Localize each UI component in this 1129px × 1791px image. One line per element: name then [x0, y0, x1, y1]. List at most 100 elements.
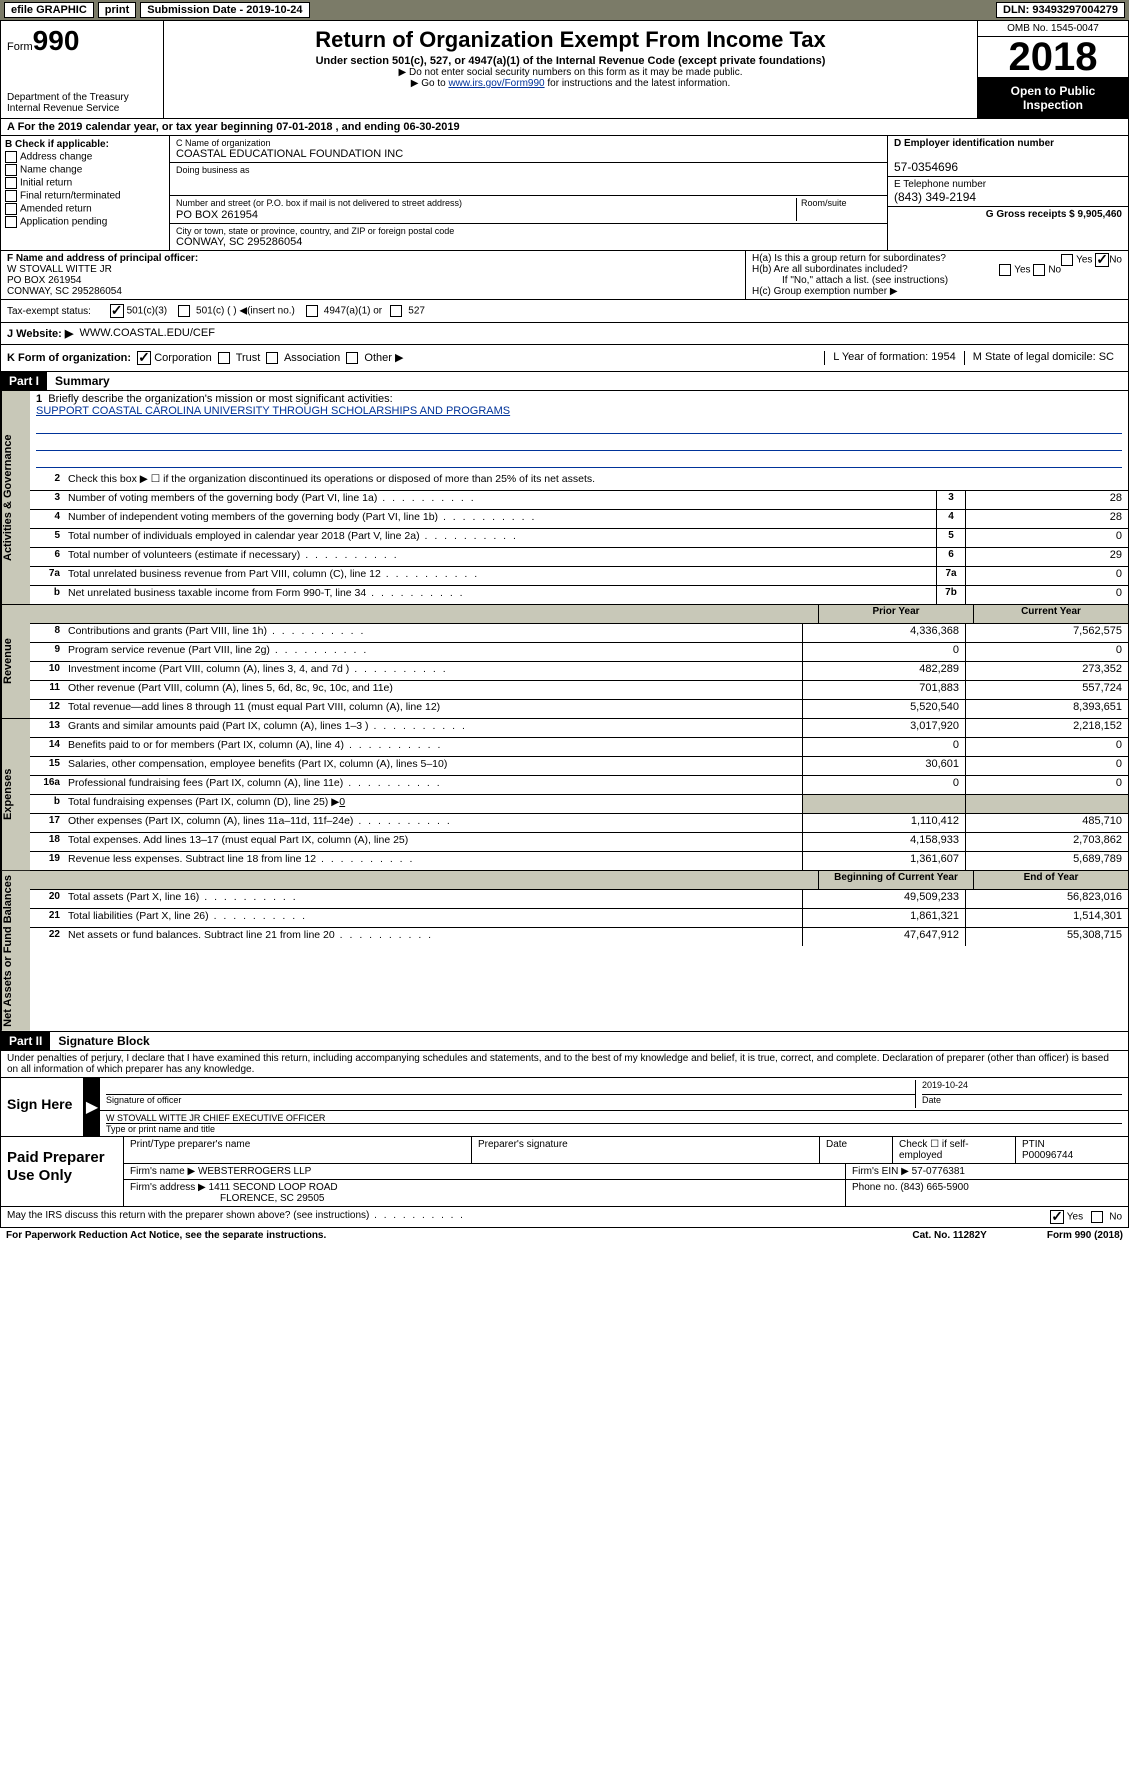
print-button[interactable]: print: [98, 2, 136, 18]
chk-527[interactable]: [390, 305, 402, 317]
officer-city: CONWAY, SC 295286054: [7, 286, 122, 297]
section-bcd: B Check if applicable: Address change Na…: [0, 136, 1129, 251]
chk-other[interactable]: [346, 352, 358, 364]
l15: Salaries, other compensation, employee b…: [64, 757, 802, 775]
net-assets-section: Net Assets or Fund Balances Beginning of…: [0, 871, 1129, 1032]
footer-mid: Cat. No. 11282Y: [912, 1230, 986, 1241]
l19: Revenue less expenses. Subtract line 18 …: [64, 852, 802, 870]
chk-4947[interactable]: [306, 305, 318, 317]
addr-value: PO BOX 261954: [176, 209, 258, 221]
chk-501c[interactable]: [178, 305, 190, 317]
paid-preparer-section: Paid Preparer Use Only Print/Type prepar…: [0, 1137, 1129, 1207]
chk-501c3[interactable]: [110, 304, 124, 318]
chk-initial[interactable]: Initial return: [5, 177, 165, 189]
l22: Net assets or fund balances. Subtract li…: [64, 928, 802, 946]
chk-assoc[interactable]: [266, 352, 278, 364]
c15: 0: [965, 757, 1128, 775]
chk-irs-no[interactable]: [1091, 1211, 1103, 1223]
addr-label: Number and street (or P.O. box if mail i…: [176, 198, 462, 208]
dept-treasury: Department of the Treasury Internal Reve…: [7, 92, 157, 114]
l4-text: Number of independent voting members of …: [64, 510, 936, 528]
col-f: F Name and address of principal officer:…: [1, 251, 746, 299]
firm-addr: 1411 SECOND LOOP ROAD: [209, 1182, 338, 1193]
chk-pending[interactable]: Application pending: [5, 216, 165, 228]
header-right: OMB No. 1545-0047 2018 Open to Public In…: [977, 21, 1128, 118]
i-label: Tax-exempt status:: [7, 306, 107, 317]
k-label: K Form of organization:: [7, 352, 131, 364]
p8: 4,336,368: [802, 624, 965, 642]
chk-amended[interactable]: Amended return: [5, 203, 165, 215]
sign-here-label: Sign Here: [1, 1078, 84, 1136]
l6-text: Total number of volunteers (estimate if …: [64, 548, 936, 566]
c17: 485,710: [965, 814, 1128, 832]
net-side-label: Net Assets or Fund Balances: [1, 871, 30, 1031]
form-org-row: K Form of organization: Corporation Trus…: [0, 345, 1129, 372]
ptin-value: P00096744: [1022, 1150, 1073, 1161]
opt-assoc: Association: [284, 352, 340, 364]
c8: 7,562,575: [965, 624, 1128, 642]
c22: 55,308,715: [965, 928, 1128, 946]
officer-print-name: W STOVALL WITTE JR CHIEF EXECUTIVE OFFIC…: [106, 1113, 1122, 1124]
head-end: End of Year: [973, 871, 1128, 889]
open-public-label: Open to Public Inspection: [978, 78, 1128, 118]
submission-date: Submission Date - 2019-10-24: [140, 2, 309, 18]
l9: Program service revenue (Part VIII, line…: [64, 643, 802, 661]
part1-label: Part I: [1, 372, 47, 390]
opt-501c3: 501(c)(3): [127, 306, 168, 317]
ha-label: H(a) Is this a group return for subordin…: [752, 253, 946, 264]
l7a-text: Total unrelated business revenue from Pa…: [64, 567, 936, 585]
chk-irs-yes[interactable]: [1050, 1210, 1064, 1224]
part2-label: Part II: [1, 1032, 50, 1050]
chk-final[interactable]: Final return/terminated: [5, 190, 165, 202]
tax-status-row: Tax-exempt status: 501(c)(3) 501(c) ( ) …: [0, 300, 1129, 323]
exp-side-label: Expenses: [1, 719, 30, 870]
ein-value: 57-0354696: [894, 160, 958, 174]
phone-label: E Telephone number: [894, 179, 986, 190]
p9: 0: [802, 643, 965, 661]
j-label: J Website: ▶: [7, 327, 73, 340]
irs-link[interactable]: www.irs.gov/Form990: [448, 78, 544, 89]
form-title: Return of Organization Exempt From Incom…: [168, 27, 973, 53]
org-name: COASTAL EDUCATIONAL FOUNDATION INC: [176, 148, 881, 160]
chk-trust[interactable]: [218, 352, 230, 364]
gross-receipts: G Gross receipts $ 9,905,460: [986, 209, 1122, 220]
col-h: H(a) Is this a group return for subordin…: [746, 251, 1128, 299]
chk-name[interactable]: Name change: [5, 164, 165, 176]
v6: 29: [965, 548, 1128, 566]
form-note1: ▶ Do not enter social security numbers o…: [168, 67, 973, 78]
note2-pre: ▶ Go to: [411, 78, 449, 89]
tax-year: 2018: [978, 37, 1128, 78]
room-label: Room/suite: [801, 198, 847, 208]
l16a: Professional fundraising fees (Part IX, …: [64, 776, 802, 794]
l14: Benefits paid to or for members (Part IX…: [64, 738, 802, 756]
c9: 0: [965, 643, 1128, 661]
firm-ein: Firm's EIN ▶ 57-0776381: [846, 1164, 1128, 1179]
l20: Total assets (Part X, line 16): [64, 890, 802, 908]
self-emp: Check ☐ if self-employed: [893, 1137, 1016, 1163]
l-year: L Year of formation: 1954: [824, 351, 964, 365]
c16a: 0: [965, 776, 1128, 794]
c14: 0: [965, 738, 1128, 756]
chk-address[interactable]: Address change: [5, 151, 165, 163]
v5: 0: [965, 529, 1128, 547]
c21: 1,514,301: [965, 909, 1128, 927]
p10: 482,289: [802, 662, 965, 680]
p13: 3,017,920: [802, 719, 965, 737]
v3: 28: [965, 491, 1128, 509]
perjury-text: Under penalties of perjury, I declare th…: [0, 1051, 1129, 1078]
l8: Contributions and grants (Part VIII, lin…: [64, 624, 802, 642]
header-left: Form990 Department of the Treasury Inter…: [1, 21, 164, 118]
gov-side-label: Activities & Governance: [1, 391, 30, 604]
c13: 2,218,152: [965, 719, 1128, 737]
head-prior: Prior Year: [818, 605, 973, 623]
rev-side-label: Revenue: [1, 605, 30, 718]
irs-discuss-text: May the IRS discuss this return with the…: [7, 1210, 465, 1224]
p22: 47,647,912: [802, 928, 965, 946]
chk-corp[interactable]: [137, 351, 151, 365]
line-a: A For the 2019 calendar year, or tax yea…: [0, 119, 1129, 136]
form-subtitle: Under section 501(c), 527, or 4947(a)(1)…: [168, 55, 973, 67]
c18: 2,703,862: [965, 833, 1128, 851]
prep-date-h: Date: [820, 1137, 893, 1163]
p18: 4,158,933: [802, 833, 965, 851]
part1-header: Part I Summary: [0, 372, 1129, 391]
